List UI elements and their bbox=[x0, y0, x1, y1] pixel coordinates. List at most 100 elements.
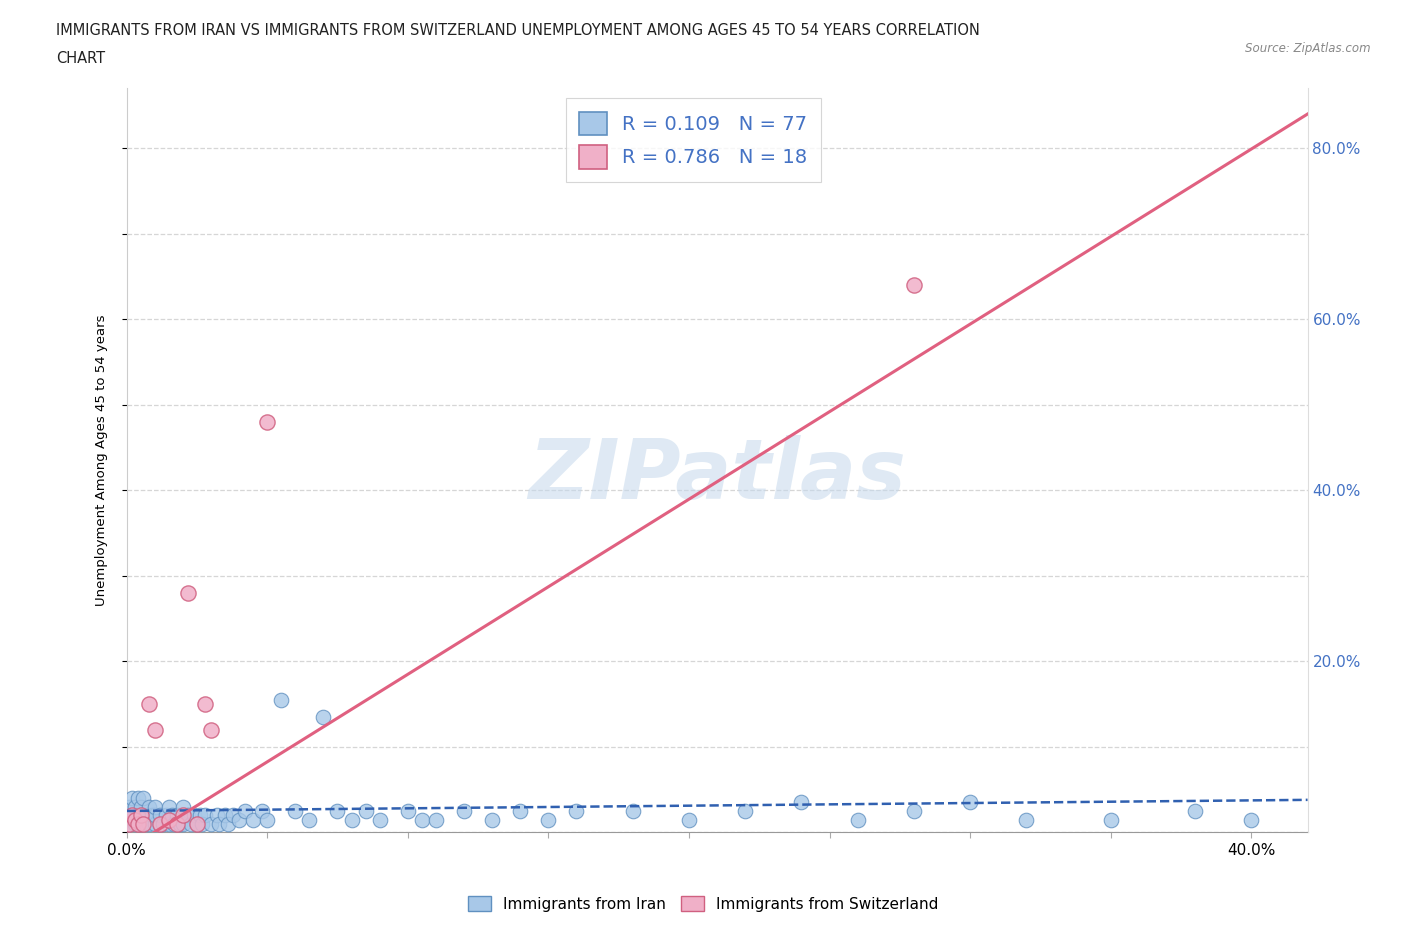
Point bbox=[124, 817, 146, 831]
Point bbox=[284, 804, 307, 818]
Point bbox=[143, 808, 166, 823]
Point bbox=[312, 710, 335, 724]
Legend: Immigrants from Iran, Immigrants from Switzerland: Immigrants from Iran, Immigrants from Sw… bbox=[461, 889, 945, 918]
Y-axis label: Unemployment Among Ages 45 to 54 years: Unemployment Among Ages 45 to 54 years bbox=[96, 314, 108, 606]
Point bbox=[565, 804, 588, 818]
Point bbox=[169, 817, 191, 831]
Point bbox=[143, 799, 166, 814]
Point bbox=[270, 692, 292, 707]
Point bbox=[734, 804, 756, 818]
Point bbox=[1184, 804, 1206, 818]
Point bbox=[121, 808, 143, 823]
Point bbox=[129, 799, 152, 814]
Point bbox=[298, 812, 321, 827]
Point bbox=[256, 812, 278, 827]
Point bbox=[177, 808, 200, 823]
Point bbox=[191, 817, 214, 831]
Point bbox=[188, 808, 211, 823]
Point bbox=[340, 812, 363, 827]
Point bbox=[149, 817, 172, 831]
Point bbox=[172, 817, 194, 831]
Point bbox=[846, 812, 869, 827]
Point bbox=[200, 723, 222, 737]
Point bbox=[124, 799, 146, 814]
Point bbox=[132, 817, 155, 831]
Point bbox=[132, 790, 155, 805]
Text: ZIPatlas: ZIPatlas bbox=[529, 434, 905, 516]
Point bbox=[121, 790, 143, 805]
Point bbox=[453, 804, 475, 818]
Point bbox=[172, 799, 194, 814]
Point bbox=[790, 795, 813, 810]
Point bbox=[228, 812, 250, 827]
Point bbox=[425, 812, 447, 827]
Point bbox=[166, 808, 188, 823]
Point bbox=[118, 817, 141, 831]
Point bbox=[149, 817, 172, 831]
Point bbox=[138, 697, 160, 711]
Text: Source: ZipAtlas.com: Source: ZipAtlas.com bbox=[1246, 42, 1371, 55]
Text: IMMIGRANTS FROM IRAN VS IMMIGRANTS FROM SWITZERLAND UNEMPLOYMENT AMONG AGES 45 T: IMMIGRANTS FROM IRAN VS IMMIGRANTS FROM … bbox=[56, 23, 980, 38]
Point bbox=[200, 817, 222, 831]
Point bbox=[157, 812, 180, 827]
Point bbox=[160, 808, 183, 823]
Point bbox=[1240, 812, 1263, 827]
Point bbox=[194, 697, 217, 711]
Point bbox=[177, 586, 200, 601]
Point bbox=[129, 817, 152, 831]
Point bbox=[118, 799, 141, 814]
Point bbox=[132, 808, 155, 823]
Point bbox=[186, 817, 208, 831]
Point bbox=[180, 817, 202, 831]
Point bbox=[138, 799, 160, 814]
Point bbox=[141, 808, 163, 823]
Point bbox=[354, 804, 377, 818]
Point bbox=[959, 795, 981, 810]
Point bbox=[509, 804, 531, 818]
Point bbox=[163, 817, 186, 831]
Point bbox=[152, 817, 174, 831]
Point bbox=[481, 812, 503, 827]
Point bbox=[127, 817, 149, 831]
Point bbox=[233, 804, 256, 818]
Point bbox=[155, 808, 177, 823]
Point bbox=[138, 817, 160, 831]
Point bbox=[157, 799, 180, 814]
Point bbox=[129, 808, 152, 823]
Point bbox=[250, 804, 273, 818]
Point bbox=[217, 817, 239, 831]
Point bbox=[903, 277, 925, 292]
Point bbox=[118, 817, 141, 831]
Point bbox=[537, 812, 560, 827]
Point bbox=[208, 817, 231, 831]
Legend: R = 0.109   N = 77, R = 0.786   N = 18: R = 0.109 N = 77, R = 0.786 N = 18 bbox=[565, 98, 821, 182]
Point bbox=[149, 808, 172, 823]
Point bbox=[127, 808, 149, 823]
Point bbox=[368, 812, 391, 827]
Point bbox=[903, 804, 925, 818]
Point bbox=[127, 790, 149, 805]
Point bbox=[172, 808, 194, 823]
Point bbox=[205, 808, 228, 823]
Point bbox=[256, 415, 278, 430]
Point bbox=[135, 817, 157, 831]
Point bbox=[326, 804, 349, 818]
Point bbox=[1099, 812, 1122, 827]
Point bbox=[194, 808, 217, 823]
Point bbox=[214, 808, 236, 823]
Point bbox=[124, 812, 146, 827]
Point bbox=[157, 817, 180, 831]
Text: CHART: CHART bbox=[56, 51, 105, 66]
Point bbox=[143, 817, 166, 831]
Point bbox=[186, 817, 208, 831]
Point bbox=[1015, 812, 1038, 827]
Point bbox=[183, 808, 205, 823]
Point bbox=[135, 808, 157, 823]
Point bbox=[143, 723, 166, 737]
Point bbox=[396, 804, 419, 818]
Point bbox=[222, 808, 245, 823]
Point bbox=[166, 817, 188, 831]
Point bbox=[121, 808, 143, 823]
Point bbox=[411, 812, 433, 827]
Point bbox=[621, 804, 644, 818]
